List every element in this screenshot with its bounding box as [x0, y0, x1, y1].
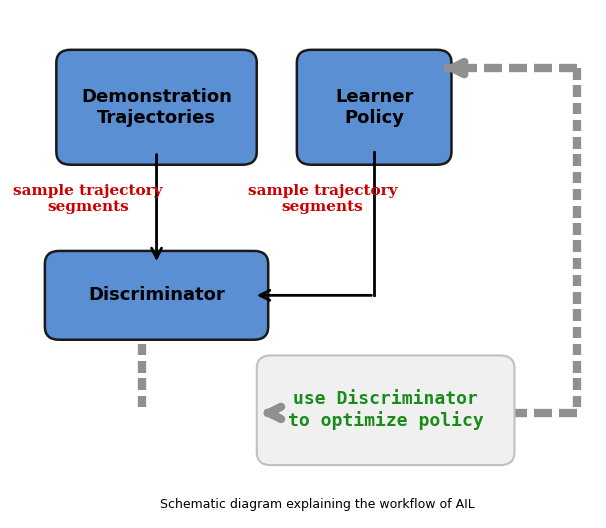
- Text: sample trajectory
segments: sample trajectory segments: [248, 184, 398, 214]
- FancyBboxPatch shape: [45, 251, 268, 340]
- FancyBboxPatch shape: [257, 355, 514, 465]
- Text: Demonstration
Trajectories: Demonstration Trajectories: [81, 88, 232, 127]
- Text: Learner
Policy: Learner Policy: [335, 88, 413, 127]
- Text: sample trajectory
segments: sample trajectory segments: [13, 184, 162, 214]
- Text: use Discriminator
to optimize policy: use Discriminator to optimize policy: [288, 390, 484, 430]
- Text: Discriminator: Discriminator: [88, 286, 225, 304]
- FancyBboxPatch shape: [297, 50, 451, 165]
- FancyBboxPatch shape: [56, 50, 257, 165]
- Text: Schematic diagram explaining the workflow of AIL: Schematic diagram explaining the workflo…: [159, 498, 474, 511]
